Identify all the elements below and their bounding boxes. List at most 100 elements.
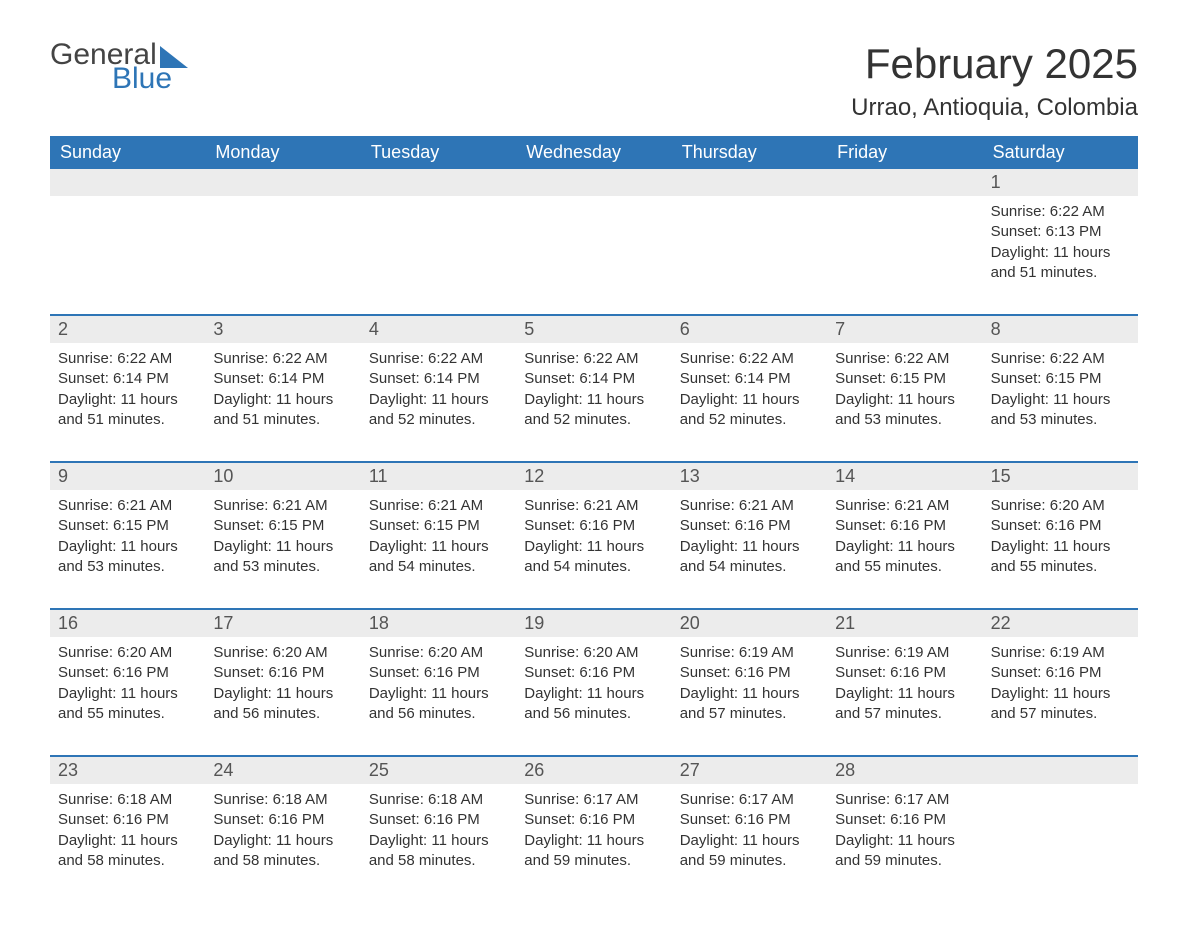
logo: General Blue [50, 40, 188, 94]
day-sunset: Sunset: 6:16 PM [524, 810, 663, 830]
day-cell [205, 196, 360, 296]
day-sunset: Sunset: 6:16 PM [991, 663, 1130, 683]
day-cell: Sunrise: 6:18 AMSunset: 6:16 PMDaylight:… [50, 784, 205, 884]
day-daylight2: and 53 minutes. [58, 557, 197, 577]
day-daylight1: Daylight: 11 hours [58, 537, 197, 557]
day-number: 15 [983, 463, 1138, 490]
day-cell: Sunrise: 6:18 AMSunset: 6:16 PMDaylight:… [361, 784, 516, 884]
day-number: 27 [672, 757, 827, 784]
day-sunrise: Sunrise: 6:21 AM [58, 496, 197, 516]
day-number [361, 169, 516, 196]
topbar: General Blue February 2025 Urrao, Antioq… [50, 40, 1138, 122]
day-cell: Sunrise: 6:22 AMSunset: 6:14 PMDaylight:… [361, 343, 516, 443]
day-number: 23 [50, 757, 205, 784]
day-sunrise: Sunrise: 6:19 AM [991, 643, 1130, 663]
day-daylight2: and 55 minutes. [991, 557, 1130, 577]
day-daylight2: and 55 minutes. [58, 704, 197, 724]
day-daylight1: Daylight: 11 hours [213, 684, 352, 704]
day-daylight2: and 56 minutes. [213, 704, 352, 724]
day-daylight2: and 58 minutes. [58, 851, 197, 871]
day-number: 1 [983, 169, 1138, 196]
day-number: 11 [361, 463, 516, 490]
day-daylight2: and 59 minutes. [524, 851, 663, 871]
day-cell: Sunrise: 6:20 AMSunset: 6:16 PMDaylight:… [361, 637, 516, 737]
weeks-container: 1Sunrise: 6:22 AMSunset: 6:13 PMDaylight… [50, 169, 1138, 884]
day-number: 16 [50, 610, 205, 637]
day-sunrise: Sunrise: 6:22 AM [213, 349, 352, 369]
day-sunrise: Sunrise: 6:18 AM [369, 790, 508, 810]
location-label: Urrao, Antioquia, Colombia [851, 94, 1138, 122]
day-number: 6 [672, 316, 827, 343]
day-cell: Sunrise: 6:20 AMSunset: 6:16 PMDaylight:… [205, 637, 360, 737]
day-number: 7 [827, 316, 982, 343]
day-sunset: Sunset: 6:14 PM [524, 369, 663, 389]
day-sunset: Sunset: 6:16 PM [835, 810, 974, 830]
day-cell [827, 196, 982, 296]
day-number: 24 [205, 757, 360, 784]
day-sunset: Sunset: 6:16 PM [213, 663, 352, 683]
day-cell: Sunrise: 6:21 AMSunset: 6:15 PMDaylight:… [50, 490, 205, 590]
calendar: Sunday Monday Tuesday Wednesday Thursday… [50, 136, 1138, 884]
day-number: 12 [516, 463, 671, 490]
day-daylight1: Daylight: 11 hours [213, 537, 352, 557]
day-sunset: Sunset: 6:16 PM [991, 516, 1130, 536]
daynum-row: 2345678 [50, 316, 1138, 343]
day-daylight1: Daylight: 11 hours [680, 537, 819, 557]
day-daylight1: Daylight: 11 hours [524, 390, 663, 410]
day-daylight1: Daylight: 11 hours [58, 390, 197, 410]
day-daylight1: Daylight: 11 hours [991, 390, 1130, 410]
day-daylight1: Daylight: 11 hours [524, 684, 663, 704]
day-cell: Sunrise: 6:22 AMSunset: 6:15 PMDaylight:… [827, 343, 982, 443]
day-sunrise: Sunrise: 6:22 AM [369, 349, 508, 369]
day-sunrise: Sunrise: 6:21 AM [835, 496, 974, 516]
day-number: 3 [205, 316, 360, 343]
day-daylight1: Daylight: 11 hours [213, 390, 352, 410]
day-sunset: Sunset: 6:16 PM [835, 516, 974, 536]
day-sunrise: Sunrise: 6:18 AM [213, 790, 352, 810]
day-daylight2: and 51 minutes. [58, 410, 197, 430]
daynum-row: 1 [50, 169, 1138, 196]
daynum-row: 9101112131415 [50, 463, 1138, 490]
day-number: 28 [827, 757, 982, 784]
day-sunrise: Sunrise: 6:17 AM [524, 790, 663, 810]
day-cell [361, 196, 516, 296]
day-daylight2: and 51 minutes. [991, 263, 1130, 283]
day-daylight1: Daylight: 11 hours [835, 390, 974, 410]
day-sunset: Sunset: 6:16 PM [369, 663, 508, 683]
day-cell: Sunrise: 6:22 AMSunset: 6:14 PMDaylight:… [516, 343, 671, 443]
day-sunset: Sunset: 6:14 PM [680, 369, 819, 389]
day-number: 18 [361, 610, 516, 637]
day-daylight1: Daylight: 11 hours [524, 537, 663, 557]
daynum-row: 16171819202122 [50, 610, 1138, 637]
calendar-week: 16171819202122Sunrise: 6:20 AMSunset: 6:… [50, 608, 1138, 737]
day-number: 20 [672, 610, 827, 637]
day-sunset: Sunset: 6:16 PM [524, 663, 663, 683]
day-daylight2: and 54 minutes. [524, 557, 663, 577]
day-cell: Sunrise: 6:20 AMSunset: 6:16 PMDaylight:… [50, 637, 205, 737]
title-block: February 2025 Urrao, Antioquia, Colombia [851, 40, 1138, 122]
day-cell: Sunrise: 6:22 AMSunset: 6:13 PMDaylight:… [983, 196, 1138, 296]
calendar-week: 232425262728Sunrise: 6:18 AMSunset: 6:16… [50, 755, 1138, 884]
day-sunrise: Sunrise: 6:20 AM [213, 643, 352, 663]
day-cell: Sunrise: 6:22 AMSunset: 6:14 PMDaylight:… [50, 343, 205, 443]
weekday-header: Friday [827, 136, 982, 169]
day-daylight2: and 58 minutes. [213, 851, 352, 871]
day-daylight2: and 53 minutes. [213, 557, 352, 577]
weekday-header-row: Sunday Monday Tuesday Wednesday Thursday… [50, 136, 1138, 169]
day-number: 26 [516, 757, 671, 784]
day-daylight2: and 54 minutes. [369, 557, 508, 577]
day-sunset: Sunset: 6:15 PM [213, 516, 352, 536]
day-sunset: Sunset: 6:15 PM [58, 516, 197, 536]
day-cell [672, 196, 827, 296]
day-number [983, 757, 1138, 784]
day-cell: Sunrise: 6:17 AMSunset: 6:16 PMDaylight:… [672, 784, 827, 884]
day-daylight1: Daylight: 11 hours [680, 390, 819, 410]
calendar-page: General Blue February 2025 Urrao, Antioq… [0, 0, 1188, 934]
day-daylight1: Daylight: 11 hours [369, 831, 508, 851]
day-sunset: Sunset: 6:15 PM [835, 369, 974, 389]
day-cell: Sunrise: 6:20 AMSunset: 6:16 PMDaylight:… [516, 637, 671, 737]
day-number: 14 [827, 463, 982, 490]
day-sunset: Sunset: 6:16 PM [213, 810, 352, 830]
calendar-week: 9101112131415Sunrise: 6:21 AMSunset: 6:1… [50, 461, 1138, 590]
day-number: 2 [50, 316, 205, 343]
